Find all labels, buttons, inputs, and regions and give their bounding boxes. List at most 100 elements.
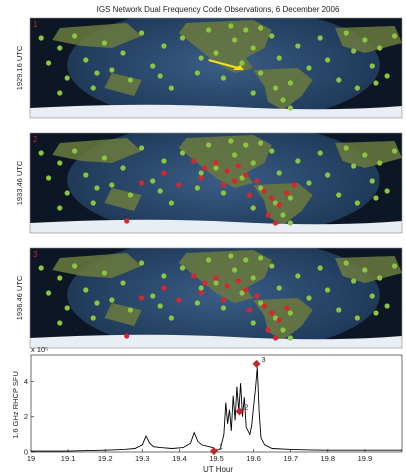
y-tick-label: 2 [24,412,28,421]
gps-station-ok [373,80,379,86]
gps-station-ok [57,275,63,281]
gps-station-ok [354,200,360,206]
gps-station-lost [198,290,204,296]
land-mass [253,68,313,110]
gps-station-ok [83,287,89,293]
gps-station-ok [90,200,96,206]
gps-station-ok [194,185,200,191]
gps-station-ok [250,320,256,326]
land-mass [178,250,272,303]
sun-direction-arrow [208,59,239,69]
gps-station-ok [228,23,234,29]
gps-station-ok [336,307,342,313]
map-panel-marker: 1 [33,20,38,29]
gps-station-lost [161,285,167,291]
map-panel-1: 1 1929.16 UTC [15,17,403,119]
gps-station-ok [306,65,312,71]
gps-station-ok [220,190,227,196]
plot-frame [30,354,403,453]
gps-station-ok [391,148,398,154]
event-marker-label: 2 [245,404,249,411]
gps-station-ok [220,305,227,311]
gps-station-ok [57,205,63,211]
gps-station-ok [280,212,286,218]
land-mass [335,141,402,168]
gps-station-ok [161,158,167,164]
chart-plot-area: 1 2 3 [31,357,402,456]
gps-station-lost [276,317,282,323]
map-panel-3: 3 1936.46 UTC [15,247,403,349]
gps-station-lost [284,305,290,311]
map-border [29,132,403,234]
arrow-head [232,65,244,70]
gps-station-lost [272,220,279,226]
gps-station-ok [306,180,312,186]
gps-station-ok [384,73,390,79]
gps-station-ok [343,30,349,36]
x-tick-label: 19.6 [246,454,261,463]
gps-station-ok [269,33,275,39]
land-mass [178,20,272,73]
gps-station-ok [243,142,249,148]
gps-station-lost [254,293,260,299]
gps-station-ok [205,257,212,263]
gps-station-ok [90,315,96,321]
land-mass [335,256,402,283]
gps-station-ok [377,45,383,51]
gps-station-ok [205,27,212,33]
gps-station-ok [287,105,293,111]
gps-station-ok [228,253,234,259]
gps-station-ok [139,145,145,151]
gps-station-ok [373,310,379,316]
gps-station-ok [250,90,256,96]
gps-station-ok [362,152,368,158]
gps-station-ok [150,178,156,184]
antarctica-ice [30,334,402,348]
gps-station-ok [287,335,293,341]
gps-station-ok [198,55,204,61]
gps-station-ok [139,260,145,266]
gps-station-ok [354,315,360,321]
gps-station-ok [161,273,167,279]
gps-station-ok [205,142,212,148]
gps-station-lost [291,182,297,188]
gps-station-ok [317,150,323,156]
gps-station-ok [57,320,63,326]
x-tick-label: 19.9 [358,454,373,463]
gps-station-lost [276,202,282,208]
gps-station-ok [351,163,357,169]
gps-station-lost [220,182,227,188]
gps-station-ok [325,172,331,178]
gps-station-ok [120,50,126,56]
gps-station-ok [228,138,234,144]
map-panels: 1 1929.16 UTC 2 1933.46 UTC 3 1936.46 UTC [15,17,403,349]
gps-station-ok [377,275,383,281]
gps-station-ok [127,192,134,198]
gps-station-lost [224,168,230,174]
gps-station-ok [343,145,349,151]
gps-station-ok [64,75,70,81]
gps-station-ok [276,55,282,61]
map-image [30,18,402,118]
gps-station-ok [269,263,275,269]
gps-station-lost [213,160,219,166]
gps-station-ok [38,35,44,41]
gps-station-lost [246,307,253,313]
gps-station-ok [391,263,398,269]
event-marker [235,407,244,416]
gps-station-ok [243,27,249,33]
y-tick-label: 0 [24,448,28,457]
gps-station-ok [258,25,264,31]
gps-station-lost [232,178,238,184]
x-tick-label: 19.8 [320,454,335,463]
gps-station-ok [150,293,156,299]
gps-station-ok [317,265,323,271]
gps-station-ok [213,50,219,56]
figure-title: IGS Network Dual Frequency Code Observat… [97,5,340,14]
gps-station-ok [109,67,115,73]
gps-station-ok [232,152,238,158]
gps-station-lost [124,218,130,224]
gps-station-ok [295,158,301,164]
gps-station-ok [90,85,96,91]
gps-station-lost [265,327,271,333]
